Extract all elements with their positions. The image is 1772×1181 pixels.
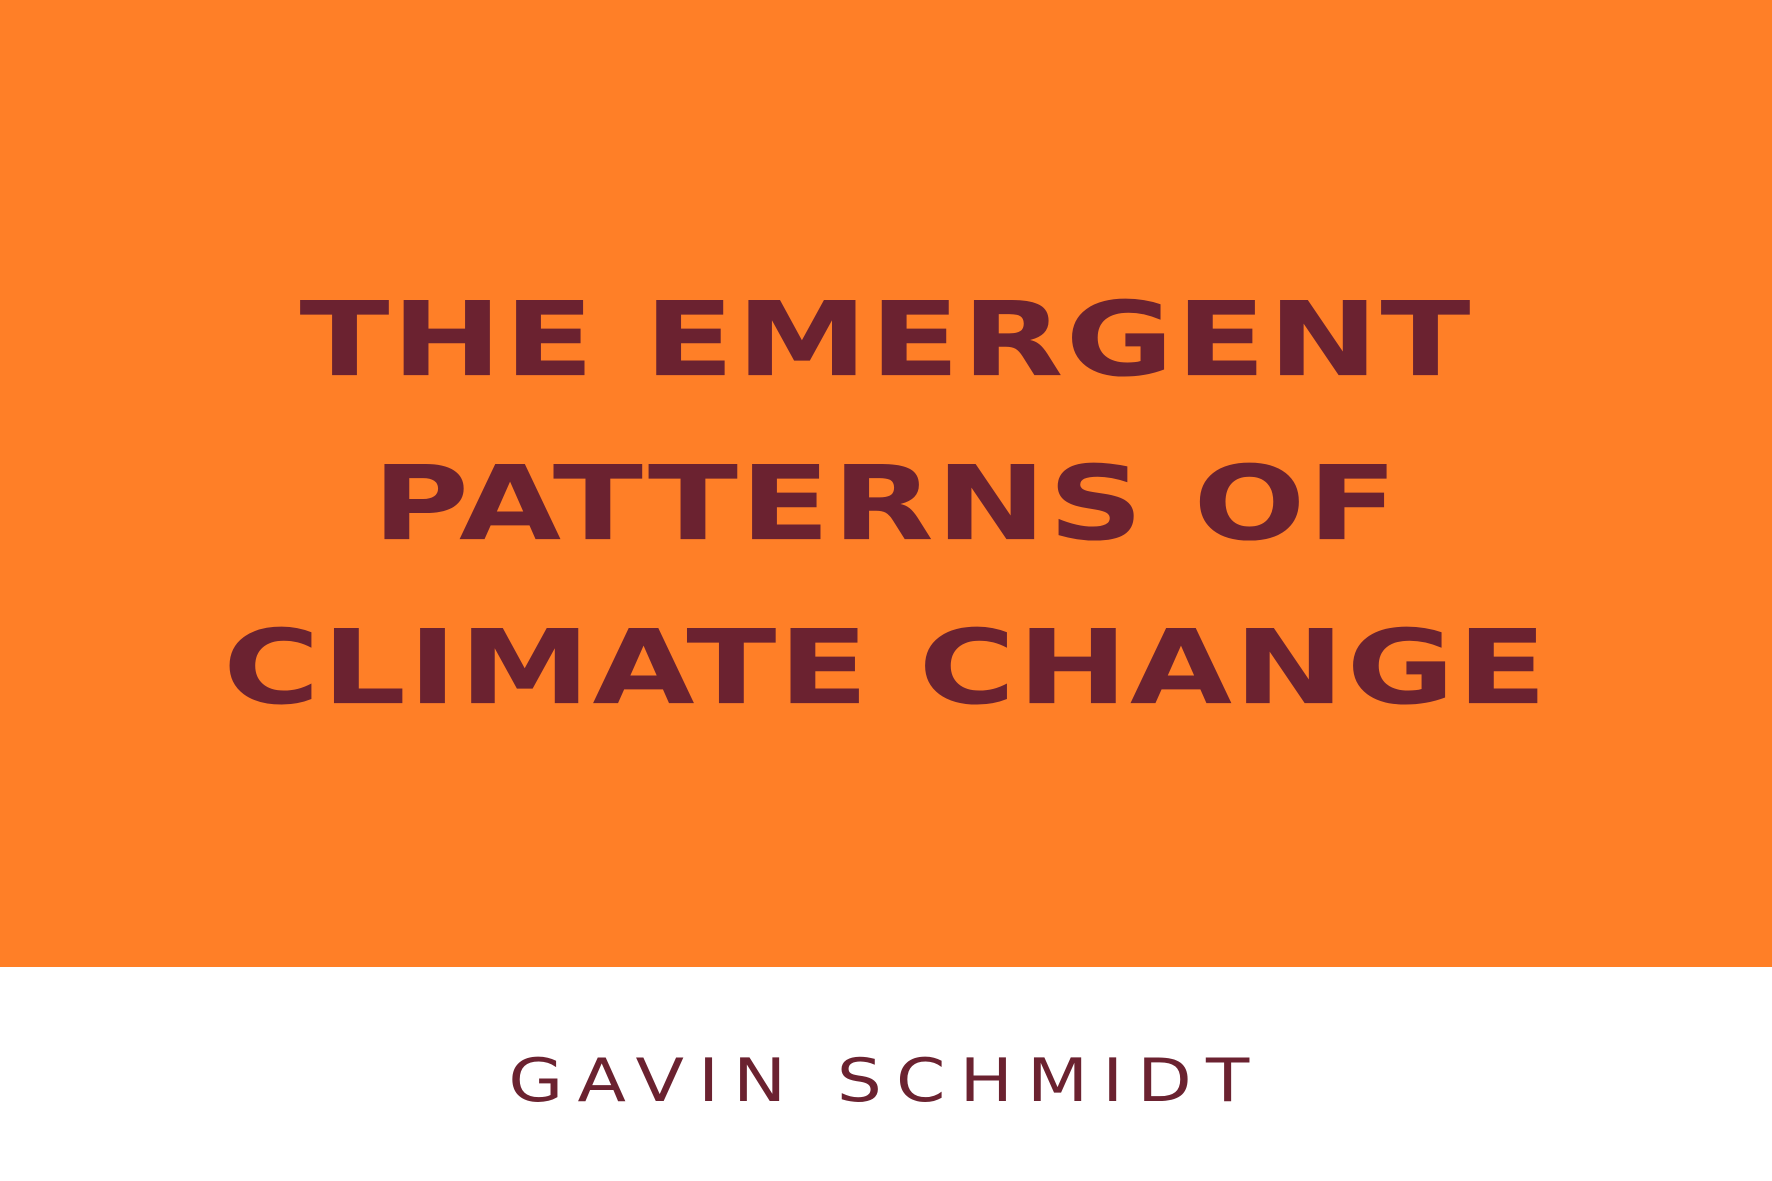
title-line-2: PATTERNS OF	[372, 443, 1400, 565]
author-name: GAVIN SCHMIDT	[0, 1046, 1772, 1116]
title-line-3: CLIMATE CHANGE	[222, 607, 1550, 729]
orange-title-panel	[0, 0, 1772, 967]
author-name-text: GAVIN SCHMIDT	[508, 1046, 1264, 1116]
book-title: THE EMERGENT PATTERNS OF CLIMATE CHANGE	[0, 258, 1772, 750]
title-line-1: THE EMERGENT	[299, 279, 1473, 401]
